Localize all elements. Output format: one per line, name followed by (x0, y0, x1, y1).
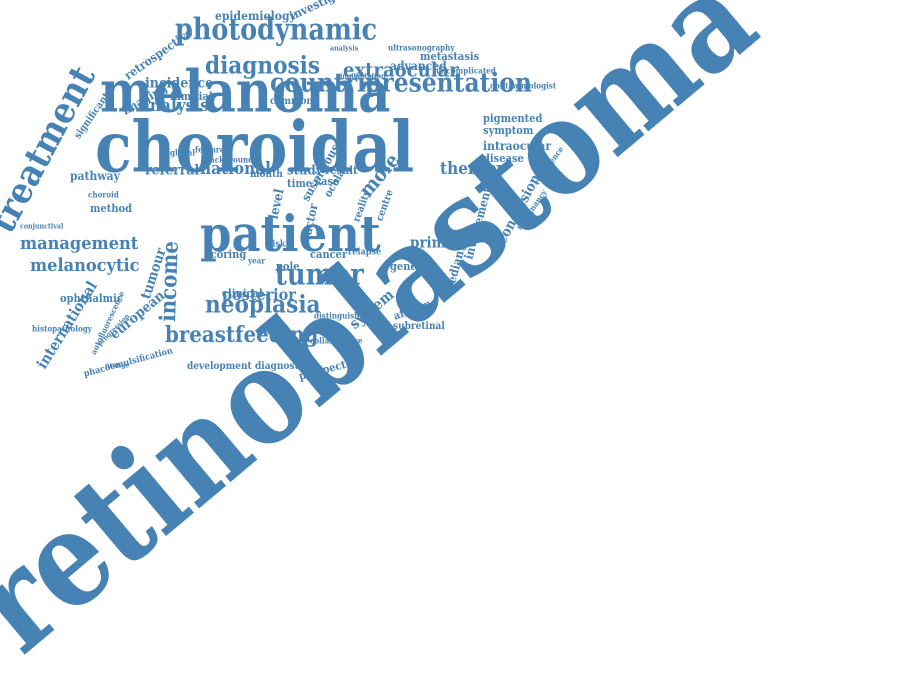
word-neoplasia: neoplasia (205, 289, 321, 319)
word-relapse: relapse (348, 247, 382, 258)
word-background: background (205, 154, 254, 165)
word-incidence: incidence (145, 75, 214, 92)
word-uncomplicated: uncomplicated (436, 65, 496, 76)
word-familial: familial (170, 89, 213, 103)
word-year: year (248, 255, 266, 266)
word-common: common (270, 95, 314, 107)
word-ultrasonography: ultrasonography (388, 42, 455, 53)
word-extraocular: extraocular (343, 57, 459, 82)
word-presentation: presentation (365, 68, 532, 99)
word-melanoma: melanoma (100, 57, 391, 126)
word-national: national (200, 159, 271, 180)
word-choroidal: choroidal (95, 105, 415, 189)
word-melanocytic: melanocytic (30, 255, 140, 277)
word-cancer: cancer (310, 247, 348, 261)
word-genetic: genetic (390, 259, 432, 273)
word-collaborative: collaborative (310, 335, 363, 346)
word-case: case (315, 174, 340, 188)
word-tumor: tumor (275, 257, 364, 293)
word-management: management (20, 233, 139, 255)
word-advanced: advanced (390, 59, 447, 74)
word-intraocular: intraocular (483, 139, 552, 154)
word-referral: referral (145, 162, 200, 179)
word-feature: feature (195, 144, 225, 155)
word-global: global (170, 147, 196, 158)
word-conjunctival: conjunctival (20, 221, 64, 231)
word-method: method (90, 201, 133, 215)
word-pathway: pathway (70, 169, 120, 184)
word-diagnosis: diagnosis (205, 50, 321, 80)
word-time: time (287, 176, 313, 190)
word-ophthalmic: ophthalmic (60, 291, 123, 305)
word-development: development (187, 360, 252, 372)
word-diagnostic: diagnostic (255, 360, 308, 372)
word-posterior: posterior (222, 284, 296, 304)
word-primary: primary (410, 233, 470, 252)
word-study: study (287, 163, 323, 179)
word-distinguishing: distinguishing (314, 310, 373, 321)
word-choroid: choroid (88, 189, 119, 200)
word-patient: patient (200, 204, 381, 263)
word-symptom: symptom (483, 123, 534, 137)
word-treatment: treatment (0, 59, 104, 240)
word-photodynamic: photodynamic (175, 12, 378, 48)
word-implantation: implantation (340, 71, 386, 81)
word-ophthalmologist: ophthalmologist (490, 80, 557, 91)
word-countrie: countrie (270, 68, 381, 99)
word-pole: pole (276, 259, 300, 273)
word-month: month (250, 168, 283, 180)
word-therapy: therapy (440, 159, 506, 180)
word-disease: disease (483, 151, 524, 165)
word-scoring: scoring (205, 247, 247, 261)
word-histopathology: histopathology (32, 323, 92, 334)
word-clinical: clinical (222, 286, 263, 300)
word-subretinal: subretinal (393, 320, 445, 332)
word-analysis: analysis (140, 96, 209, 117)
word-orange: orange (105, 360, 130, 370)
word-risk: risk (268, 239, 286, 250)
word-breastfeeding: breastfeeding (165, 321, 319, 348)
word-pigmented: pigmented (483, 111, 543, 125)
word-analysis: analysis (330, 43, 359, 53)
word-result: result (325, 163, 358, 177)
word-epidemiology: epidemiology (215, 9, 296, 24)
word-metastasis: metastasis (420, 49, 480, 63)
